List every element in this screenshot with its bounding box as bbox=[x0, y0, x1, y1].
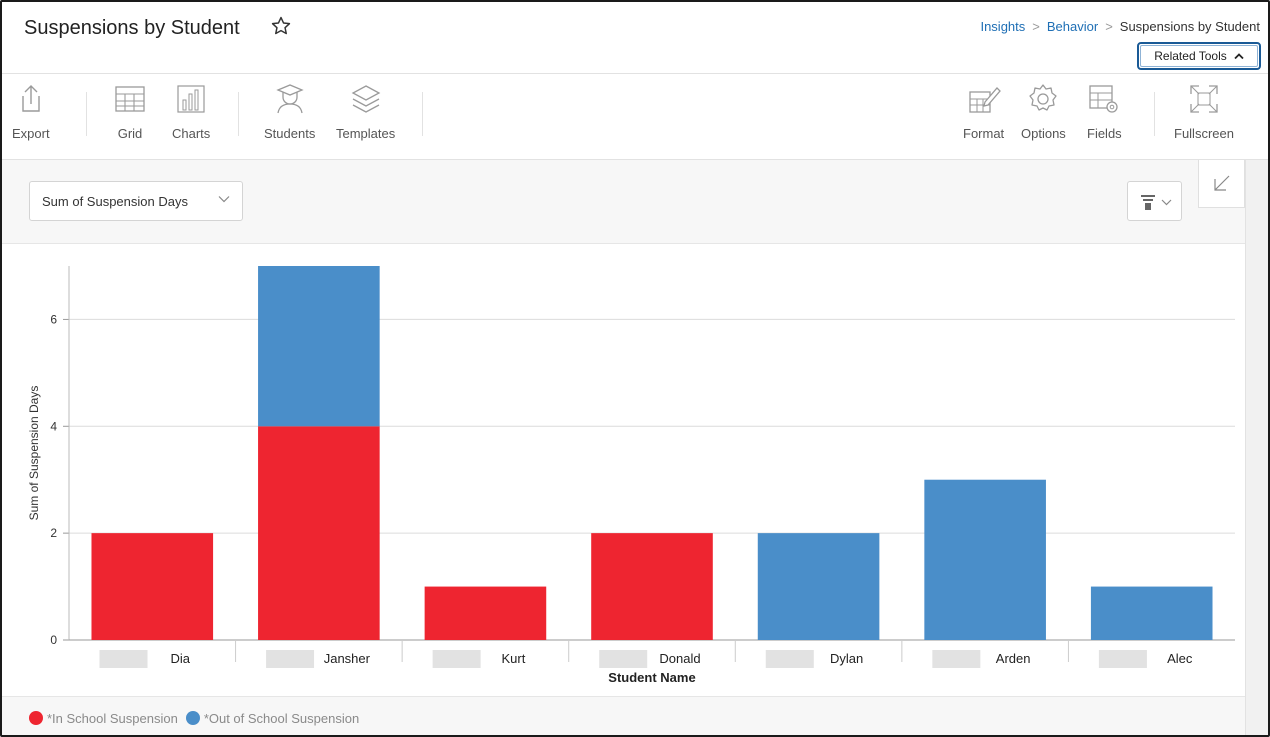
bar-in-school-jansher bbox=[258, 426, 380, 640]
collapse-panel-button[interactable] bbox=[1198, 160, 1245, 208]
bar-in-school-donald bbox=[591, 533, 713, 640]
chart-controls: Sum of Suspension Days bbox=[2, 160, 1245, 244]
related-tools-button[interactable]: Related Tools bbox=[1137, 42, 1261, 70]
redacted-name-block bbox=[99, 650, 148, 668]
templates-button[interactable]: Templates bbox=[336, 82, 395, 141]
x-tick-label: Kurt bbox=[502, 651, 526, 666]
fullscreen-label: Fullscreen bbox=[1174, 126, 1234, 141]
bar-out-of-school-alec bbox=[1090, 586, 1213, 640]
page-header: Suspensions by Student Insights > Behavior… bbox=[2, 2, 1268, 74]
favorite-star-icon[interactable] bbox=[270, 15, 292, 37]
breadcrumb-current: Suspensions by Student bbox=[1119, 19, 1260, 34]
chart-legend: *In School Suspension *Out of School Sus… bbox=[2, 696, 1245, 735]
options-label: Options bbox=[1021, 126, 1066, 141]
chevron-up-icon bbox=[1234, 53, 1244, 60]
format-label: Format bbox=[963, 126, 1005, 141]
breadcrumb: Insights > Behavior > Suspensions by Student bbox=[980, 19, 1260, 34]
redacted-name-block bbox=[932, 650, 981, 668]
breadcrumb-insights[interactable]: Insights bbox=[980, 19, 1026, 34]
y-tick-label: 0 bbox=[50, 633, 57, 647]
redacted-name-block bbox=[432, 650, 481, 668]
scrollbar[interactable] bbox=[1245, 160, 1268, 735]
bar-out-of-school-dylan bbox=[757, 533, 880, 640]
toolbar: Export Grid Charts Students Templates Fo… bbox=[2, 74, 1268, 160]
redacted-name-block bbox=[266, 650, 315, 668]
chart-area: 0 2 4 6 Sum of Suspension Days Dia Jansher Kurt… bbox=[2, 244, 1245, 696]
related-tools-label: Related Tools bbox=[1154, 49, 1227, 63]
fullscreen-button[interactable]: Fullscreen bbox=[1174, 82, 1234, 141]
fields-label: Fields bbox=[1087, 126, 1122, 141]
x-tick-label: Dylan bbox=[830, 651, 863, 666]
grid-label: Grid bbox=[117, 126, 143, 141]
collapse-arrow-icon bbox=[1214, 175, 1230, 191]
charts-button[interactable]: Charts bbox=[172, 82, 210, 141]
templates-label: Templates bbox=[336, 126, 396, 141]
legend-item-in-school[interactable]: *In School Suspension bbox=[29, 711, 178, 726]
bar-out-of-school-jansher bbox=[258, 266, 380, 427]
x-tick-label: Jansher bbox=[324, 651, 371, 666]
x-tick-label: Donald bbox=[659, 651, 700, 666]
chevron-down-icon bbox=[218, 196, 230, 203]
legend-item-out-of-school[interactable]: *Out of School Suspension bbox=[185, 710, 360, 726]
y-tick-label: 2 bbox=[50, 526, 57, 540]
fields-icon bbox=[1089, 85, 1118, 113]
legend-label-in-school: *In School Suspension bbox=[47, 710, 178, 726]
format-button[interactable]: Format bbox=[963, 82, 1004, 141]
x-tick-label: Alec bbox=[1167, 651, 1193, 666]
y-tick-label: 6 bbox=[50, 312, 57, 326]
students-label: Students bbox=[264, 126, 316, 141]
fullscreen-icon bbox=[1190, 85, 1218, 113]
legend-label-out-of-school: *Out of School Suspension bbox=[203, 710, 360, 726]
bar-in-school-kurt bbox=[424, 586, 547, 640]
format-icon bbox=[968, 87, 1001, 113]
x-axis-title: Student Name bbox=[608, 670, 695, 685]
redacted-name-block bbox=[599, 650, 648, 668]
breadcrumb-separator-icon: > bbox=[1105, 19, 1113, 34]
x-tick-label: Dia bbox=[171, 651, 191, 666]
grid-button[interactable]: Grid bbox=[113, 82, 147, 141]
redacted-name-block bbox=[1098, 650, 1147, 668]
bar-chart-icon bbox=[177, 85, 205, 113]
layers-icon bbox=[351, 85, 380, 113]
bar-chart: 0 2 4 6 Sum of Suspension Days Dia Jansher Kurt… bbox=[27, 266, 1235, 685]
measure-dropdown[interactable]: Sum of Suspension Days bbox=[29, 181, 243, 221]
export-label: Export bbox=[12, 126, 50, 141]
grid-icon bbox=[115, 86, 145, 112]
student-icon bbox=[275, 84, 304, 114]
fields-button[interactable]: Fields bbox=[1087, 82, 1122, 141]
breadcrumb-behavior[interactable]: Behavior bbox=[1046, 19, 1099, 34]
y-tick-label: 4 bbox=[50, 419, 57, 433]
redacted-name-block bbox=[765, 650, 814, 668]
chevron-down-icon bbox=[1161, 199, 1172, 206]
charts-label: Charts bbox=[172, 126, 211, 141]
filter-button[interactable] bbox=[1127, 181, 1182, 221]
x-tick-label: Arden bbox=[996, 651, 1031, 666]
gear-icon bbox=[1029, 84, 1058, 111]
measure-dropdown-value: Sum of Suspension Days bbox=[42, 193, 188, 209]
page-title: Suspensions by Student bbox=[24, 17, 240, 39]
bar-in-school-dia bbox=[91, 533, 214, 640]
students-button[interactable]: Students bbox=[264, 82, 315, 141]
legend-swatch-out-of-school bbox=[185, 711, 200, 725]
options-button[interactable]: Options bbox=[1021, 82, 1066, 141]
export-button[interactable]: Export bbox=[12, 82, 50, 141]
y-axis-title: Sum of Suspension Days bbox=[27, 386, 41, 521]
legend-swatch-in-school bbox=[29, 711, 43, 725]
filter-icon bbox=[1141, 195, 1155, 210]
breadcrumb-separator-icon: > bbox=[1032, 19, 1040, 34]
bar-out-of-school-arden bbox=[924, 479, 1046, 640]
export-icon bbox=[22, 85, 40, 112]
